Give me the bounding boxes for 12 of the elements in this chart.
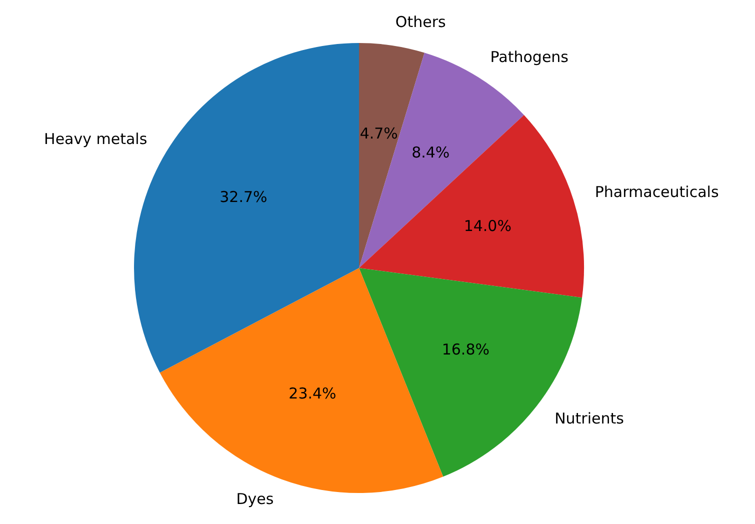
data-label: 32.7% <box>220 188 268 206</box>
slice-label: Others <box>395 13 446 32</box>
slice-label: Pathogens <box>490 48 569 66</box>
data-label: 4.7% <box>360 124 398 142</box>
slice-label: Dyes <box>236 490 274 508</box>
slice-label: Pharmaceuticals <box>594 182 719 201</box>
data-label: 16.8% <box>442 340 490 359</box>
data-label: 8.4% <box>412 143 450 162</box>
slice-label: Nutrients <box>554 410 624 428</box>
slice-label: Heavy metals <box>44 130 148 148</box>
data-label: 23.4% <box>288 384 336 403</box>
data-label: 14.0% <box>464 216 512 235</box>
